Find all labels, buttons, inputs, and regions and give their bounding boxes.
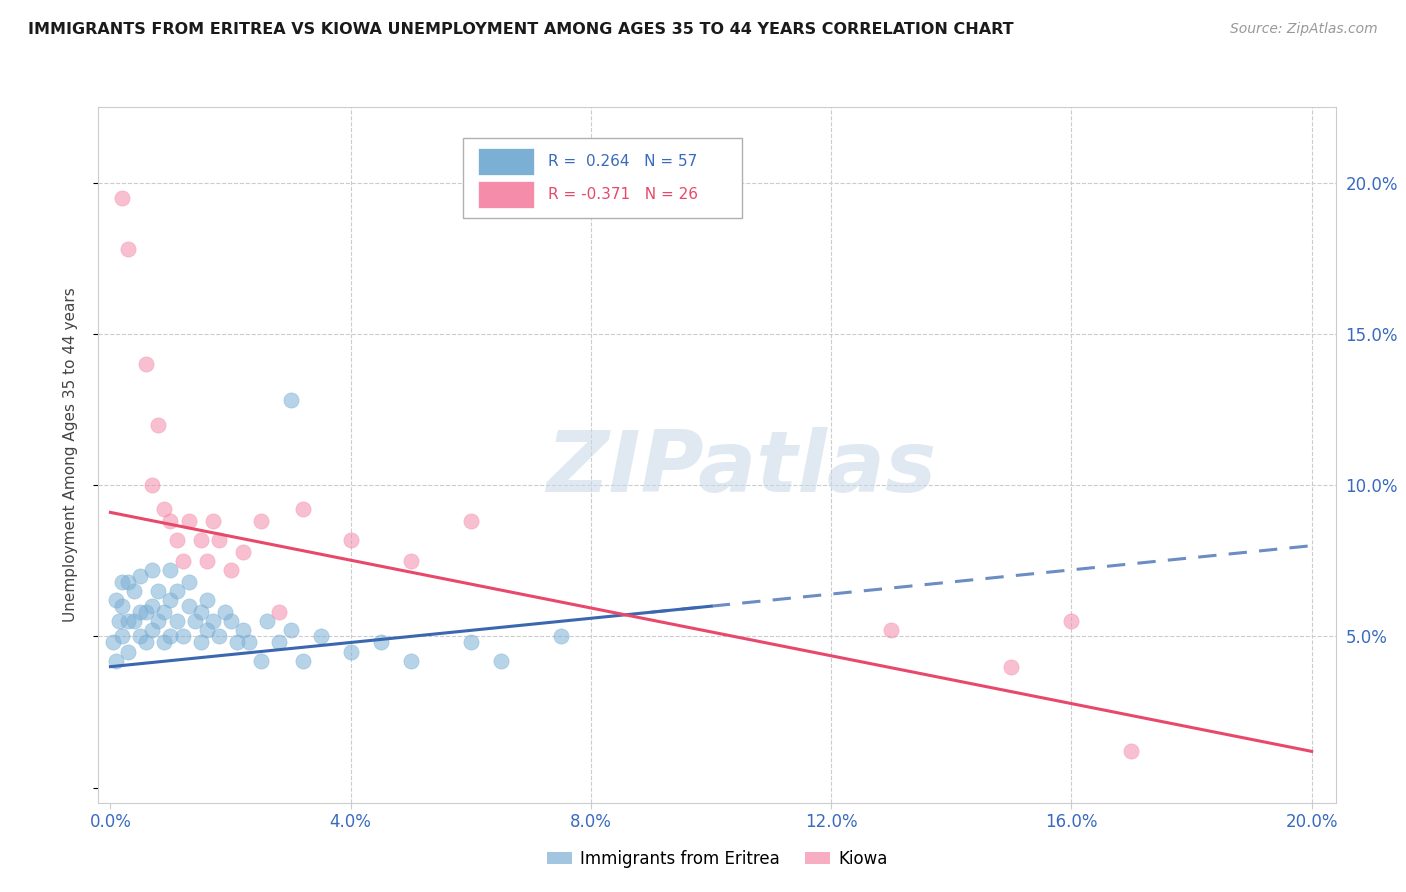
FancyBboxPatch shape <box>478 181 534 208</box>
Point <box>219 615 242 629</box>
Point <box>1000 659 1022 673</box>
Point <box>124 584 146 599</box>
Point <box>117 574 139 589</box>
Point <box>105 593 128 607</box>
Point <box>207 629 229 643</box>
Point <box>267 605 290 619</box>
Point <box>111 574 134 589</box>
Point <box>232 624 254 638</box>
Point <box>148 417 170 432</box>
Point <box>1121 744 1143 758</box>
Point <box>880 624 903 638</box>
Point <box>232 545 254 559</box>
Point <box>249 654 271 668</box>
Point <box>291 502 314 516</box>
Text: R =  0.264   N = 57: R = 0.264 N = 57 <box>547 153 697 169</box>
Text: IMMIGRANTS FROM ERITREA VS KIOWA UNEMPLOYMENT AMONG AGES 35 TO 44 YEARS CORRELAT: IMMIGRANTS FROM ERITREA VS KIOWA UNEMPLO… <box>28 22 1014 37</box>
Text: ZIPatlas: ZIPatlas <box>547 427 936 510</box>
Point <box>117 615 139 629</box>
Point <box>183 615 205 629</box>
Point <box>249 515 271 529</box>
Point <box>117 242 139 256</box>
Point <box>141 624 163 638</box>
Point <box>256 615 278 629</box>
Point <box>195 624 218 638</box>
Point <box>219 563 242 577</box>
Point <box>1060 615 1083 629</box>
Point <box>111 629 134 643</box>
Point <box>280 393 302 408</box>
Point <box>148 584 170 599</box>
Point <box>166 533 188 547</box>
Point <box>135 357 157 371</box>
Point <box>105 654 128 668</box>
Text: Source: ZipAtlas.com: Source: ZipAtlas.com <box>1230 22 1378 37</box>
Point <box>153 605 176 619</box>
Point <box>141 563 163 577</box>
Point <box>129 569 152 583</box>
Point <box>550 629 572 643</box>
Point <box>111 599 134 614</box>
Point <box>108 615 131 629</box>
Point <box>190 605 212 619</box>
Point <box>339 644 361 658</box>
Point <box>190 635 212 649</box>
Point <box>153 502 176 516</box>
Point <box>117 644 139 658</box>
Point <box>489 654 512 668</box>
Point <box>135 605 157 619</box>
Legend: Immigrants from Eritrea, Kiowa: Immigrants from Eritrea, Kiowa <box>540 843 894 874</box>
FancyBboxPatch shape <box>478 148 534 175</box>
Point <box>166 584 188 599</box>
Point <box>225 635 247 649</box>
Point <box>190 533 212 547</box>
Point <box>148 615 170 629</box>
Point <box>159 515 181 529</box>
Point <box>159 563 181 577</box>
Point <box>172 629 194 643</box>
Point <box>103 635 125 649</box>
Point <box>195 554 218 568</box>
Point <box>267 635 290 649</box>
Point <box>129 629 152 643</box>
Point <box>135 635 157 649</box>
Point <box>370 635 392 649</box>
Point <box>280 624 302 638</box>
Point <box>111 191 134 205</box>
FancyBboxPatch shape <box>464 138 742 219</box>
Point <box>172 554 194 568</box>
Point <box>291 654 314 668</box>
Point <box>177 599 200 614</box>
Point <box>238 635 260 649</box>
Point <box>124 615 146 629</box>
Point <box>399 554 422 568</box>
Point <box>153 635 176 649</box>
Y-axis label: Unemployment Among Ages 35 to 44 years: Unemployment Among Ages 35 to 44 years <box>63 287 77 623</box>
Point <box>195 593 218 607</box>
Point <box>460 635 482 649</box>
Point <box>159 629 181 643</box>
Point <box>460 515 482 529</box>
Point <box>339 533 361 547</box>
Point <box>177 515 200 529</box>
Point <box>201 615 224 629</box>
Point <box>201 515 224 529</box>
Point <box>141 478 163 492</box>
Point <box>166 615 188 629</box>
Point <box>159 593 181 607</box>
Point <box>207 533 229 547</box>
Point <box>309 629 332 643</box>
Point <box>177 574 200 589</box>
Text: R = -0.371   N = 26: R = -0.371 N = 26 <box>547 187 697 202</box>
Point <box>129 605 152 619</box>
Point <box>141 599 163 614</box>
Point <box>214 605 236 619</box>
Point <box>399 654 422 668</box>
